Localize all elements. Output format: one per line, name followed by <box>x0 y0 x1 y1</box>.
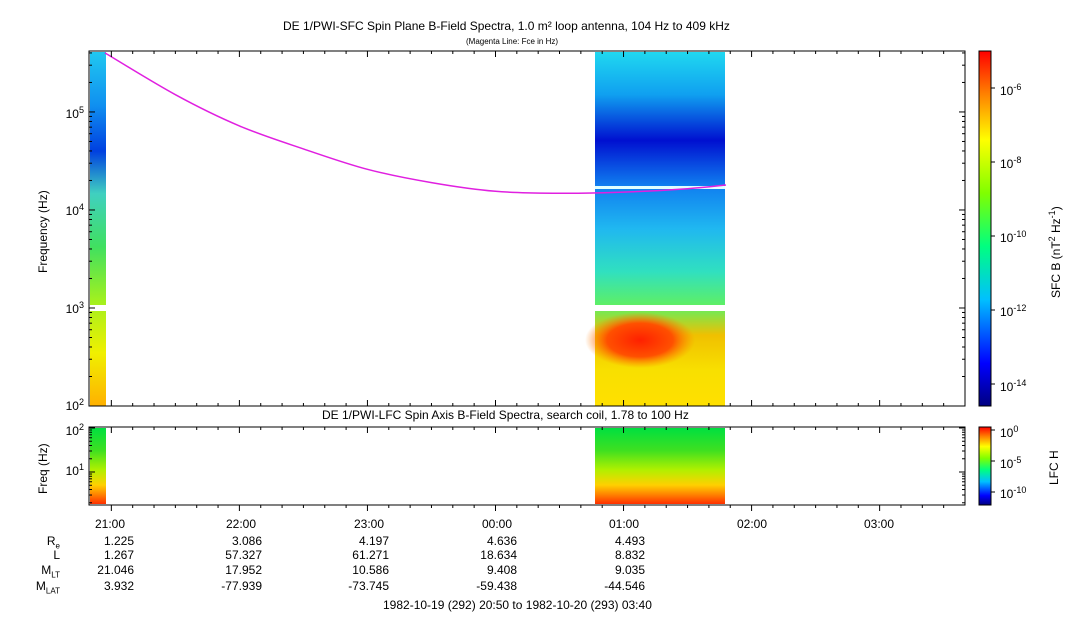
sfc-ytick-1e4: 104 <box>65 202 84 218</box>
sfc-gap-line <box>90 305 726 311</box>
lfc-data-block-1 <box>90 428 106 504</box>
sfc-ytick-1e2: 102 <box>65 397 84 413</box>
ephem-mlat-3: -59.438 <box>476 579 517 593</box>
sfc-cbar-tick-1e-12: 10-12 <box>1000 303 1027 319</box>
sfc-chart-subtitle: (Magenta Line: Fce in Hz) <box>466 37 559 46</box>
time-range-label: 1982-10-19 (292) 20:50 to 1982-10-20 (29… <box>383 598 652 612</box>
time-tick-2300: 23:00 <box>353 517 385 531</box>
sfc-white-line <box>595 186 725 189</box>
sfc-ytick-1e3: 103 <box>65 300 84 316</box>
ephem-re-4: 4.493 <box>614 534 645 548</box>
ephem-mlat-1: -77.939 <box>221 579 262 593</box>
lfc-data-block-2 <box>595 428 725 504</box>
sfc-cbar-tick-1e-8: 10-8 <box>1000 155 1022 171</box>
time-tick-0200: 02:00 <box>736 517 768 531</box>
sfc-chart-title: DE 1/PWI-SFC Spin Plane B-Field Spectra,… <box>283 19 730 33</box>
ephem-l-1: 57.327 <box>225 548 262 562</box>
lfc-cbar-tick-1e-10: 10-10 <box>1000 485 1027 501</box>
lfc-colorbar <box>978 426 992 506</box>
ephem-mlt-0: 21.046 <box>97 563 134 577</box>
ephem-label-l: L <box>53 548 60 562</box>
ephem-mlat-2: -73.745 <box>348 579 389 593</box>
sfc-data-block-1 <box>90 52 106 406</box>
lfc-colorbar-label: LFC H <box>1047 450 1061 485</box>
lfc-y-axis-label: Freq (Hz) <box>36 443 50 494</box>
ephem-label-mlat: MLAT <box>35 579 60 596</box>
sfc-hotspot <box>585 312 695 368</box>
ephem-re-0: 1.225 <box>103 534 134 548</box>
sfc-cbar-tick-1e-14: 10-14 <box>1000 378 1027 394</box>
ephem-label-re: Re <box>46 534 60 551</box>
time-tick-2200: 22:00 <box>225 517 257 531</box>
ephem-re-2: 4.197 <box>358 534 389 548</box>
sfc-spectrogram <box>90 52 726 406</box>
lfc-ytick-1e2: 102 <box>65 422 84 438</box>
lfc-cbar-tick-1e-5: 10-5 <box>1000 455 1022 471</box>
lfc-panel-frame <box>88 426 966 506</box>
ephem-mlat-4: -44.546 <box>604 579 645 593</box>
sfc-cbar-tick-1e-10: 10-10 <box>1000 229 1027 245</box>
ephem-re-3: 4.636 <box>486 534 517 548</box>
ephem-mlt-1: 17.952 <box>225 563 262 577</box>
sfc-cbar-tick-1e-6: 10-6 <box>1000 82 1022 98</box>
time-tick-0000: 00:00 <box>481 517 513 531</box>
time-tick-0300: 03:00 <box>863 517 895 531</box>
sfc-colorbar-label: SFC B (nT2 Hz-1) <box>1047 206 1063 298</box>
ephem-l-2: 61.271 <box>352 548 389 562</box>
lfc-cbar-tick-1e0: 100 <box>1000 424 1019 440</box>
ephem-l-3: 18.634 <box>480 548 517 562</box>
lfc-spectrogram <box>90 428 725 504</box>
sfc-panel-frame <box>88 50 966 407</box>
axis-ticks <box>89 51 995 511</box>
sfc-y-axis-label: Frequency (Hz) <box>36 190 50 273</box>
ephem-mlat-0: 3.932 <box>103 579 134 593</box>
ephem-mlt-2: 10.586 <box>352 563 389 577</box>
ephem-mlt-4: 9.035 <box>614 563 645 577</box>
lfc-chart-title: DE 1/PWI-LFC Spin Axis B-Field Spectra, … <box>322 408 689 422</box>
ephem-label-mlt: MLT <box>41 563 60 580</box>
ephem-l-4: 8.832 <box>614 548 645 562</box>
sfc-ytick-1e5: 105 <box>65 105 84 121</box>
time-tick-2100: 21:00 <box>94 517 126 531</box>
sfc-colorbar <box>978 50 992 407</box>
fce-line <box>104 52 727 195</box>
ephem-l-0: 1.267 <box>103 548 134 562</box>
lfc-ytick-1e1: 101 <box>65 462 84 478</box>
ephem-re-1: 3.086 <box>231 534 262 548</box>
time-tick-0100: 01:00 <box>608 517 640 531</box>
ephem-mlt-3: 9.408 <box>486 563 517 577</box>
